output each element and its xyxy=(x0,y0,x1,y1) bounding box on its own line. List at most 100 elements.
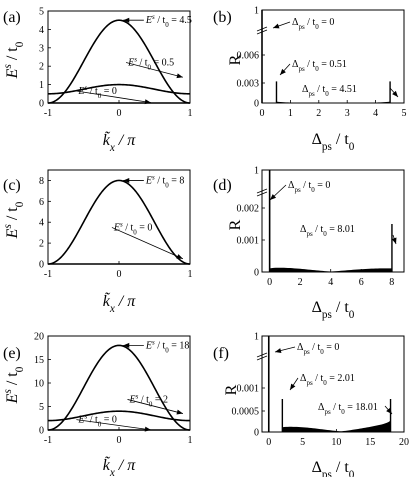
y-tick-label: 0 xyxy=(254,268,259,279)
y-tick-label: 0.001 xyxy=(237,384,260,395)
annotation-arrow-head xyxy=(123,17,130,23)
y-tick-label: 1 xyxy=(254,332,259,343)
y-tick-label: 8 xyxy=(39,176,44,187)
panel-label: (b) xyxy=(213,9,232,26)
y-tick-label: 2 xyxy=(39,239,44,250)
x-tick-label: -1 xyxy=(44,435,52,446)
x-tick-label: -1 xyxy=(44,269,52,280)
annotation-label: Δps​ / t0​ = 8.01 xyxy=(300,224,355,238)
series-line xyxy=(47,179,191,265)
panel-label: (a) xyxy=(3,9,21,26)
series-line xyxy=(47,19,191,104)
x-tick-label: 0 xyxy=(117,435,122,446)
continuum xyxy=(269,267,392,272)
x-axis-label: k̃x​ / π xyxy=(103,131,137,154)
annotation-label: Es / t0​ = 0.5 xyxy=(127,56,174,72)
y-axis-label: R xyxy=(223,384,240,395)
y-tick-label: 3 xyxy=(39,43,44,54)
y-tick-label: 0 xyxy=(39,99,44,110)
annotation-label: Es / t0​ = 18 xyxy=(145,338,190,354)
annotation-label: Δps​ / t0​ = 0 xyxy=(297,342,339,356)
y-tick-label: 0 xyxy=(39,260,44,271)
x-tick-label: 6 xyxy=(359,277,364,288)
axis-break xyxy=(256,188,268,194)
y-tick-label: 1 xyxy=(39,80,44,91)
x-tick-label: 5 xyxy=(300,437,305,448)
y-tick-label: 6 xyxy=(39,197,44,208)
annotation-arrow-head xyxy=(280,68,286,75)
y-tick-label: 0 xyxy=(254,99,259,110)
x-tick-label: 2 xyxy=(298,277,303,288)
y-tick-label: 15 xyxy=(34,355,44,366)
y-tick-label: 10 xyxy=(34,379,44,390)
y-tick-label: 4 xyxy=(39,25,44,36)
annotation-arrow-head xyxy=(386,407,392,414)
y-axis-label: Es / t0​ xyxy=(2,366,26,404)
annotation-arrow xyxy=(125,62,184,78)
x-tick-label: 0 xyxy=(260,108,265,119)
x-tick-label: 1 xyxy=(188,269,193,280)
annotation-arrow xyxy=(76,419,152,431)
x-tick-label: 1 xyxy=(188,435,193,446)
annotation-arrow-head xyxy=(144,99,151,105)
x-tick-label: 4 xyxy=(328,277,333,288)
axis-break xyxy=(256,191,268,197)
series-line xyxy=(47,344,191,431)
y-axis-label: R xyxy=(227,219,244,230)
x-tick-label: 0 xyxy=(266,437,271,448)
y-tick-label: 0 xyxy=(254,428,259,439)
annotation-label: Es / t0​ = 2 xyxy=(129,392,169,408)
annotation-arrow-head xyxy=(176,73,183,79)
x-tick-label: 2 xyxy=(316,108,321,119)
y-tick-label: 0.002 xyxy=(237,204,260,215)
y-axis-label: Es / t0​ xyxy=(2,41,26,79)
x-tick-label: 0 xyxy=(117,108,122,119)
annotation-label: Δps​ / t0​ = 0.51 xyxy=(292,59,347,73)
x-tick-label: 4 xyxy=(373,108,378,119)
annotation-label: Es / t0​ = 4.5 xyxy=(145,13,192,29)
axis-break xyxy=(256,355,268,361)
x-tick-label: 20 xyxy=(399,437,409,448)
y-tick-label: 0.0005 xyxy=(232,407,260,418)
x-tick-label: 1 xyxy=(288,108,293,119)
continuum xyxy=(276,101,391,103)
annotation-label: Es / t0​ = 8 xyxy=(145,173,185,189)
x-tick-label: 15 xyxy=(365,437,375,448)
annotation-arrow-head xyxy=(123,342,130,348)
x-axis-label: Δps​ / t0​ xyxy=(312,459,355,477)
annotation-arrow-head xyxy=(273,23,280,29)
series-line xyxy=(47,83,191,95)
x-axis-label: k̃x​ / π xyxy=(103,456,137,477)
y-axis-label: R xyxy=(227,54,244,65)
axis-break xyxy=(256,352,268,358)
panel-d: 0 0.001 0.002 1 0 2 4 6 8 Δps​ / t0​ = 0 Δps​ / t0… xyxy=(213,166,405,321)
y-tick-label: 20 xyxy=(34,332,44,343)
y-axis-label: Es / t0​ xyxy=(2,201,26,239)
annotation-arrow-head xyxy=(270,194,277,200)
x-tick-label: -1 xyxy=(44,108,52,119)
annotation-arrow xyxy=(76,90,152,104)
annotation-arrow xyxy=(127,399,183,414)
x-tick-label: 10 xyxy=(331,437,341,448)
y-tick-label: 5 xyxy=(39,7,44,18)
annotation-label: Δps​ / t0​ = 4.51 xyxy=(302,84,357,98)
y-tick-label: 2 xyxy=(39,62,44,73)
x-tick-label: 8 xyxy=(389,277,394,288)
annotation-label: Δps​ / t0​ = 0 xyxy=(288,180,330,194)
annotation-label: Es / t0​ = 0 xyxy=(113,220,153,236)
x-axis-label: k̃x​ / π xyxy=(103,292,137,315)
x-tick-label: 3 xyxy=(345,108,350,119)
x-axis-label: Δps​ / t0​ xyxy=(312,131,355,153)
y-tick-label: 1 xyxy=(254,166,259,177)
annotation-arrow-head xyxy=(392,90,398,97)
y-tick-label: 0.006 xyxy=(237,51,260,62)
x-tick-label: 0 xyxy=(267,277,272,288)
y-tick-label: 0.001 xyxy=(237,236,260,247)
y-tick-label: 4 xyxy=(39,218,44,229)
y-tick-label: 0 xyxy=(39,426,44,437)
